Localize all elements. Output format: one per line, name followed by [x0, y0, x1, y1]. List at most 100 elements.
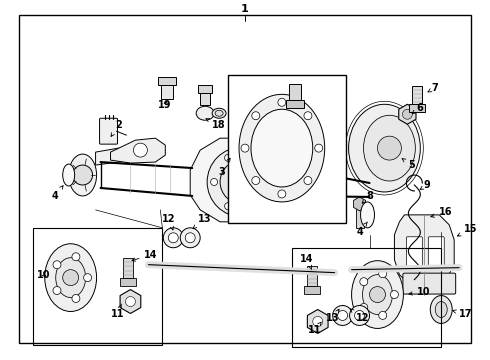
Circle shape — [360, 278, 368, 285]
Text: 11: 11 — [308, 322, 321, 336]
Text: 1: 1 — [241, 4, 249, 14]
Text: 10: 10 — [409, 287, 431, 297]
Circle shape — [72, 294, 80, 302]
Circle shape — [63, 270, 78, 285]
Ellipse shape — [348, 104, 420, 192]
Circle shape — [304, 112, 312, 120]
Ellipse shape — [361, 202, 374, 228]
Circle shape — [72, 253, 80, 261]
Ellipse shape — [212, 108, 226, 118]
Circle shape — [73, 165, 93, 185]
FancyBboxPatch shape — [409, 104, 425, 112]
FancyBboxPatch shape — [158, 77, 176, 85]
Text: 11: 11 — [111, 304, 124, 319]
FancyBboxPatch shape — [406, 237, 422, 269]
Text: 4: 4 — [51, 186, 63, 201]
FancyBboxPatch shape — [121, 278, 136, 285]
Polygon shape — [399, 104, 416, 124]
Circle shape — [220, 160, 264, 204]
FancyBboxPatch shape — [428, 237, 444, 269]
Circle shape — [252, 112, 260, 120]
Circle shape — [252, 203, 259, 210]
Polygon shape — [307, 310, 328, 333]
Circle shape — [224, 203, 232, 210]
Text: 6: 6 — [412, 103, 423, 114]
Ellipse shape — [215, 110, 223, 116]
Circle shape — [252, 154, 259, 161]
FancyBboxPatch shape — [198, 85, 212, 93]
Polygon shape — [120, 289, 141, 314]
Text: 5: 5 — [402, 159, 415, 170]
Circle shape — [224, 154, 232, 161]
Circle shape — [267, 179, 273, 185]
Polygon shape — [394, 215, 454, 289]
Circle shape — [402, 109, 413, 119]
FancyBboxPatch shape — [356, 208, 364, 228]
Text: 14: 14 — [132, 250, 158, 261]
Ellipse shape — [352, 261, 403, 328]
Text: 18: 18 — [206, 119, 226, 130]
Circle shape — [211, 179, 218, 185]
Polygon shape — [111, 138, 165, 163]
Text: 17: 17 — [453, 310, 473, 319]
Bar — [228, 75, 345, 223]
Ellipse shape — [196, 106, 214, 120]
Text: 8: 8 — [362, 191, 373, 203]
Ellipse shape — [364, 115, 416, 181]
Text: 4: 4 — [356, 222, 368, 237]
Ellipse shape — [239, 94, 325, 202]
Ellipse shape — [45, 244, 97, 311]
Ellipse shape — [349, 306, 369, 325]
Circle shape — [232, 172, 252, 192]
Circle shape — [379, 311, 387, 319]
Circle shape — [207, 147, 277, 217]
Text: 7: 7 — [428, 84, 438, 93]
FancyBboxPatch shape — [200, 91, 210, 105]
Text: 10: 10 — [37, 270, 50, 280]
FancyBboxPatch shape — [123, 258, 133, 278]
Ellipse shape — [251, 109, 313, 187]
Bar — [292, 248, 441, 347]
Text: 9: 9 — [420, 180, 431, 190]
FancyBboxPatch shape — [161, 84, 173, 99]
Circle shape — [278, 190, 286, 198]
Ellipse shape — [363, 275, 392, 315]
Polygon shape — [96, 148, 130, 165]
Circle shape — [84, 274, 92, 282]
Ellipse shape — [338, 310, 347, 320]
Text: 13: 13 — [326, 309, 339, 323]
Text: 19: 19 — [158, 100, 172, 110]
FancyBboxPatch shape — [403, 273, 456, 294]
Ellipse shape — [63, 164, 74, 186]
FancyBboxPatch shape — [413, 86, 422, 104]
Ellipse shape — [180, 228, 200, 248]
Circle shape — [53, 261, 61, 269]
Circle shape — [377, 136, 401, 160]
Ellipse shape — [355, 310, 365, 320]
FancyBboxPatch shape — [307, 266, 317, 285]
Bar — [33, 228, 162, 345]
Circle shape — [369, 287, 386, 302]
Circle shape — [252, 176, 260, 185]
Ellipse shape — [56, 258, 86, 298]
Polygon shape — [190, 138, 295, 222]
Polygon shape — [353, 197, 366, 211]
Ellipse shape — [435, 302, 447, 318]
Text: 14: 14 — [300, 254, 313, 269]
Ellipse shape — [168, 233, 178, 243]
Text: 2: 2 — [111, 120, 122, 136]
Circle shape — [278, 98, 286, 106]
Circle shape — [360, 303, 368, 311]
Circle shape — [304, 176, 312, 185]
FancyBboxPatch shape — [286, 100, 304, 108]
Circle shape — [379, 270, 387, 278]
Circle shape — [241, 144, 249, 152]
Text: 12: 12 — [162, 214, 176, 230]
Circle shape — [315, 144, 323, 152]
Text: 12: 12 — [350, 309, 369, 323]
FancyBboxPatch shape — [289, 84, 301, 100]
FancyBboxPatch shape — [99, 118, 118, 144]
Circle shape — [313, 316, 323, 327]
Text: 15: 15 — [458, 224, 478, 236]
Text: 3: 3 — [218, 158, 230, 177]
